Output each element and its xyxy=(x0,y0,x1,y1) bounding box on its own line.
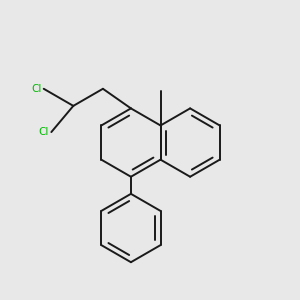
Text: Cl: Cl xyxy=(31,84,41,94)
Text: Cl: Cl xyxy=(39,127,49,137)
